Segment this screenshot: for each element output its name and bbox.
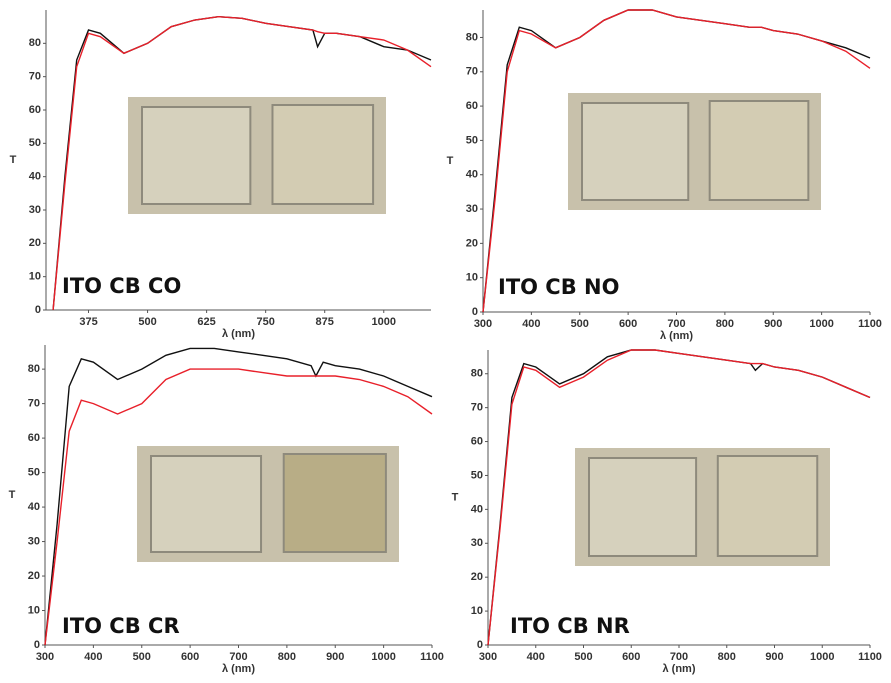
sample [141, 106, 252, 205]
sample [716, 455, 819, 557]
x-tick-label: 300 [36, 651, 54, 663]
panel: 0 10 20 30 40 50 60 70 80 375 500 625 750 875 1000 λ (n… [10, 10, 432, 340]
sample [271, 104, 375, 205]
annotation: ITO CB CO [62, 274, 181, 298]
y-tick-label: 50 [471, 469, 483, 481]
x-tick-label: 900 [765, 651, 783, 663]
x-axis-label: λ (nm) [663, 663, 696, 675]
x-tick-label: 900 [326, 651, 344, 663]
x-tick-label: 900 [764, 318, 782, 330]
x-tick-label: 1100 [420, 651, 444, 663]
y-tick-label: 50 [29, 137, 41, 149]
x-tick-label: 800 [718, 651, 736, 663]
y-tick-label: 30 [466, 203, 478, 215]
x-tick-label: 800 [278, 651, 296, 663]
y-tick-label: 10 [471, 605, 483, 617]
x-tick-label: 400 [522, 318, 540, 330]
y-axis-label: T [10, 154, 17, 166]
y-tick-label: 60 [28, 432, 40, 444]
y-tick-label: 20 [28, 570, 40, 582]
annotation: ITO CB CR [62, 614, 180, 638]
sample [708, 100, 810, 201]
y-tick-label: 80 [29, 37, 41, 49]
x-tick-label: 300 [479, 651, 497, 663]
series-line [44, 347, 433, 646]
series-line [487, 349, 871, 646]
y-tick-label: 30 [28, 535, 40, 547]
y-tick-label: 50 [28, 466, 40, 478]
y-tick-label: 60 [29, 104, 41, 116]
y-tick-label: 60 [471, 435, 483, 447]
x-tick-label: 1000 [372, 316, 396, 328]
x-tick-label: 500 [133, 651, 151, 663]
x-tick-label: 700 [670, 651, 688, 663]
x-tick-label: 600 [181, 651, 199, 663]
y-tick-label: 0 [472, 306, 478, 318]
x-axis-label: λ (nm) [222, 663, 255, 675]
x-tick-label: 875 [316, 316, 334, 328]
x-tick-label: 375 [79, 316, 97, 328]
y-tick-label: 20 [471, 571, 483, 583]
y-tick-label: 40 [28, 501, 40, 513]
x-tick-label: 1000 [371, 651, 395, 663]
panel: 0 10 20 30 40 50 60 70 80 300 400 500 600 700 800 900 10… [452, 349, 882, 675]
x-tick-label: 1100 [858, 651, 882, 663]
y-tick-label: 70 [466, 66, 478, 78]
x-tick-label: 500 [574, 651, 592, 663]
y-tick-label: 10 [28, 604, 40, 616]
y-tick-label: 80 [28, 363, 40, 375]
x-tick-label: 600 [622, 651, 640, 663]
y-tick-label: 40 [471, 503, 483, 515]
x-tick-label: 400 [527, 651, 545, 663]
x-tick-label: 400 [84, 651, 102, 663]
y-tick-label: 80 [471, 368, 483, 380]
x-axis-label: λ (nm) [660, 330, 693, 342]
x-tick-label: 1000 [810, 651, 834, 663]
y-tick-label: 20 [466, 237, 478, 249]
y-tick-label: 70 [29, 71, 41, 83]
annotation: ITO CB NO [498, 275, 619, 299]
x-tick-label: 750 [256, 316, 274, 328]
y-axis-label: T [9, 489, 16, 501]
y-tick-label: 70 [471, 402, 483, 414]
x-tick-label: 500 [571, 318, 589, 330]
sample [588, 457, 698, 557]
x-tick-label: 300 [474, 318, 492, 330]
series-line [482, 9, 871, 313]
sample [150, 455, 263, 553]
series-line [52, 15, 432, 311]
y-tick-label: 40 [466, 169, 478, 181]
y-tick-label: 70 [28, 398, 40, 410]
y-tick-label: 10 [466, 272, 478, 284]
x-tick-label: 600 [619, 318, 637, 330]
y-axis-label: T [452, 491, 459, 503]
x-tick-label: 625 [197, 316, 215, 328]
y-tick-label: 0 [35, 304, 41, 316]
y-axis-label: T [447, 155, 454, 167]
sample [581, 102, 690, 201]
x-tick-label: 800 [716, 318, 734, 330]
x-tick-label: 500 [138, 316, 156, 328]
x-axis-label: λ (nm) [222, 328, 255, 340]
panel: 0 10 20 30 40 50 60 70 80 300 400 500 600 700 800 900 10… [9, 345, 444, 675]
y-tick-label: 20 [29, 237, 41, 249]
panel: 0 10 20 30 40 50 60 70 80 300 400 500 600 700 800 900 10… [447, 9, 882, 342]
y-tick-label: 0 [34, 639, 40, 651]
x-tick-label: 700 [229, 651, 247, 663]
y-tick-label: 10 [29, 271, 41, 283]
sample [282, 453, 387, 553]
x-tick-label: 700 [667, 318, 685, 330]
y-tick-label: 40 [29, 171, 41, 183]
y-tick-label: 50 [466, 134, 478, 146]
annotation: ITO CB NR [510, 614, 630, 638]
x-tick-label: 1100 [858, 318, 882, 330]
y-tick-label: 60 [466, 100, 478, 112]
y-tick-label: 30 [471, 537, 483, 549]
x-tick-label: 1000 [809, 318, 833, 330]
series-line [44, 368, 433, 646]
y-tick-label: 80 [466, 31, 478, 43]
y-tick-label: 0 [477, 639, 483, 651]
y-tick-label: 30 [29, 204, 41, 216]
